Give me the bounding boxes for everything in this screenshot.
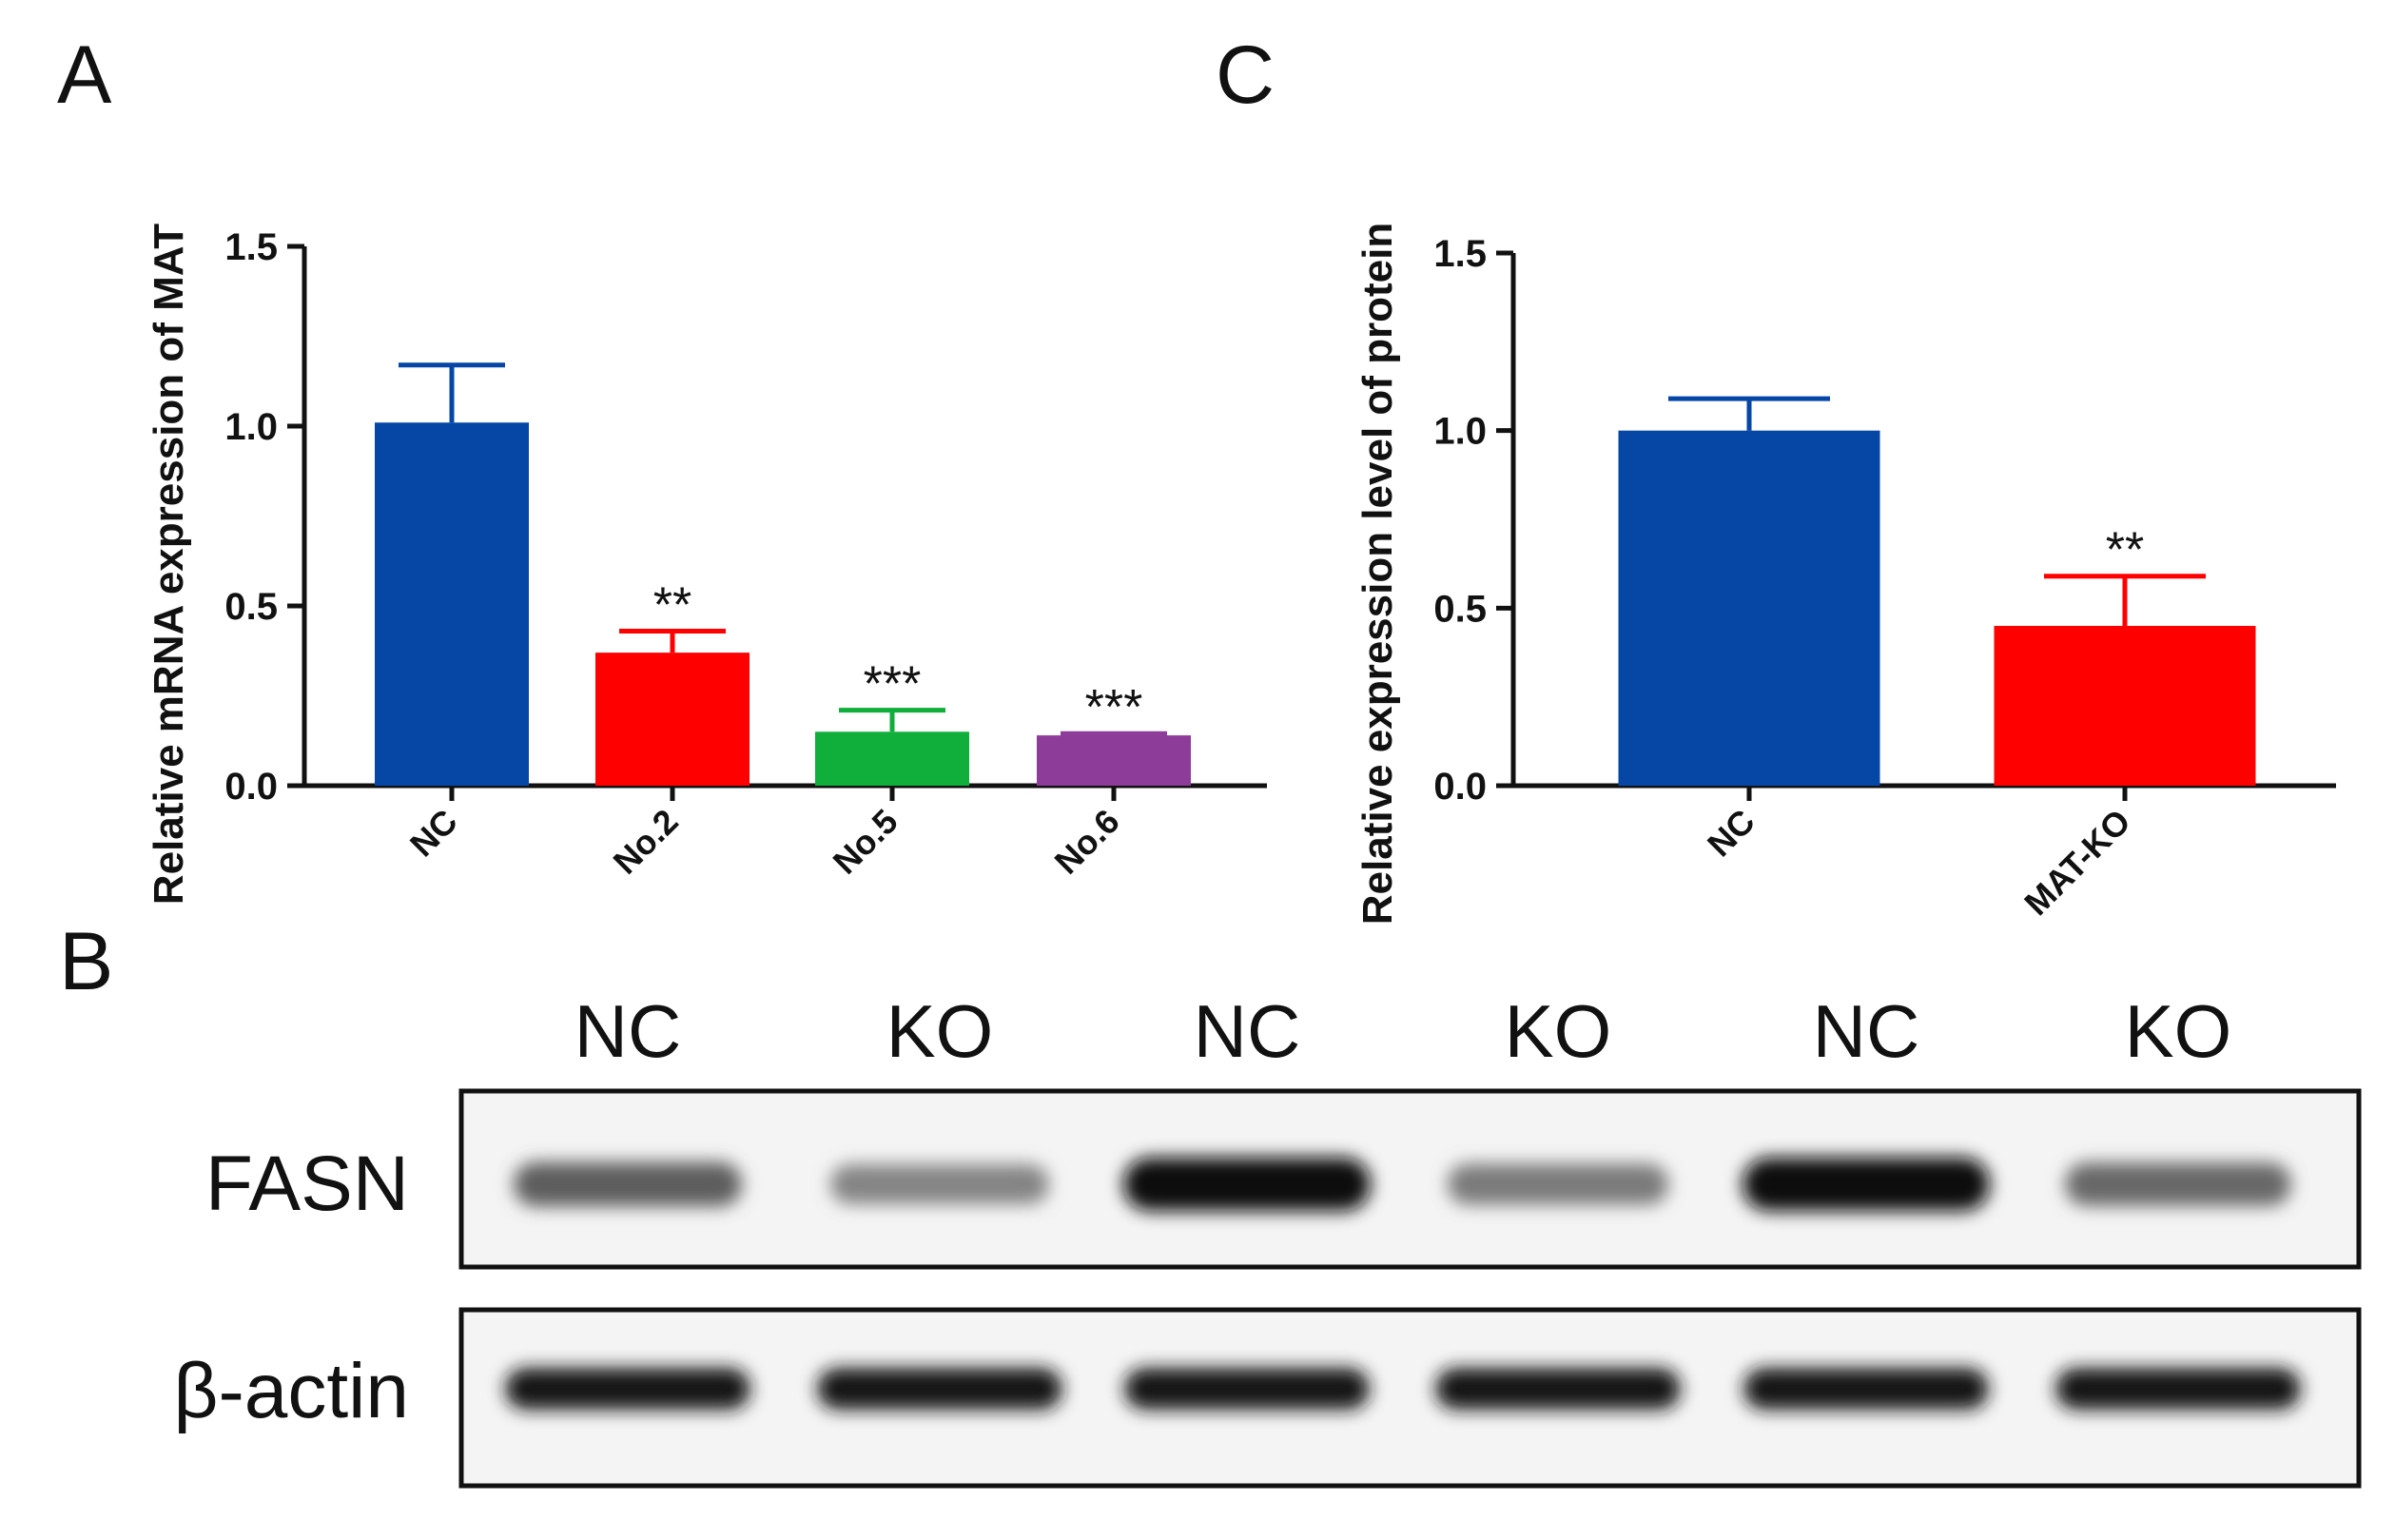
chart-c-bars: **	[1618, 396, 2256, 786]
blot-band	[817, 1368, 1062, 1410]
chart-a: Relative mRNA expression of MAT 0.0 0.5 1.…	[146, 224, 1267, 905]
blot-lane-label: NC	[1813, 989, 1920, 1073]
blot-row-label-actin: β-actin	[173, 1348, 409, 1434]
panel-label-c: C	[1216, 29, 1275, 121]
blot-band	[2065, 1162, 2291, 1206]
x-tick-label: MAT-KO	[2016, 802, 2138, 924]
bar	[1618, 430, 1880, 786]
blot-panel-fasn	[458, 1088, 2362, 1270]
western-blot: NC KO NC KO NC KO FASN β-actin	[173, 989, 2362, 1489]
y-tick-label: 0.5	[224, 586, 278, 628]
blot-band	[1447, 1163, 1669, 1205]
y-tick-label: 0.5	[1433, 588, 1487, 630]
bar	[1037, 735, 1191, 786]
blot-lane-label: KO	[2125, 989, 2232, 1073]
significance-label: ***	[1085, 680, 1143, 735]
blot-lane-label: KO	[886, 989, 994, 1073]
blot-band	[514, 1161, 742, 1207]
y-tick-label: 1.5	[224, 226, 278, 268]
blot-panel-actin	[458, 1307, 2362, 1489]
blot-band	[1743, 1157, 1990, 1212]
y-tick-label: 1.5	[1433, 233, 1487, 275]
blot-band	[1124, 1368, 1370, 1410]
y-tick-label: 1.0	[224, 406, 278, 448]
blot-band	[1743, 1368, 1989, 1410]
blot-lane-labels: NC KO NC KO NC KO	[574, 989, 2232, 1073]
blot-row-label-fasn: FASN	[205, 1140, 409, 1227]
bar	[375, 422, 529, 786]
blot-band	[2055, 1368, 2301, 1410]
blot-band	[1435, 1368, 1681, 1410]
blot-lane-label: NC	[574, 989, 682, 1073]
bar	[595, 653, 750, 786]
blot-band	[1123, 1157, 1371, 1212]
blot-panels	[458, 1088, 2362, 1489]
blot-frame	[458, 1307, 2362, 1489]
bar	[815, 731, 969, 786]
y-tick-label: 0.0	[224, 766, 278, 808]
bar	[1994, 626, 2256, 786]
y-tick-label: 1.0	[1433, 411, 1487, 453]
blot-band	[505, 1368, 750, 1410]
chart-a-bars: ***** ***	[375, 362, 1191, 786]
chart-c: Relative expression level of protein 0.0…	[1354, 223, 2336, 925]
blot-lane-label: NC	[1194, 989, 1301, 1073]
blot-frame	[458, 1088, 2362, 1270]
blot-band	[830, 1164, 1049, 1204]
blot-lane-label: KO	[1505, 989, 1612, 1073]
x-tick-label: NC	[1700, 802, 1762, 865]
chart-c-y-axis-label: Relative expression level of protein	[1354, 223, 1401, 925]
panel-label-a: A	[57, 29, 112, 121]
chart-a-y-axis-label: Relative mRNA expression of MAT	[146, 224, 192, 905]
y-tick-label: 0.0	[1433, 766, 1487, 808]
x-tick-label: No.6	[1047, 802, 1127, 882]
x-tick-label: No.2	[606, 802, 686, 882]
significance-label: **	[653, 577, 691, 633]
significance-label: ***	[864, 657, 922, 712]
panel-label-b: B	[59, 916, 113, 1007]
significance-label: **	[2106, 523, 2144, 578]
x-tick-label: No.5	[826, 802, 905, 882]
x-tick-label: NC	[402, 802, 465, 865]
